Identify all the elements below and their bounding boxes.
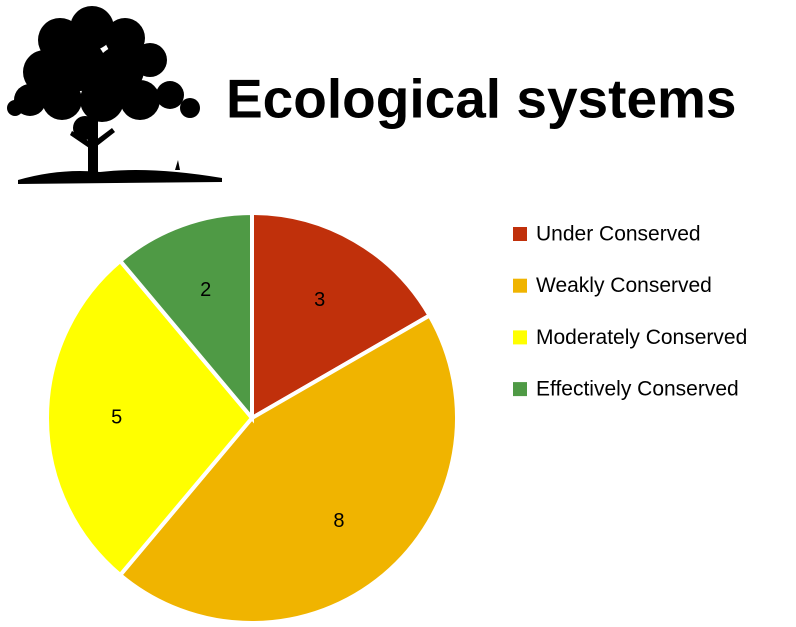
legend-swatch (513, 278, 527, 293)
legend-swatch (513, 330, 527, 345)
pie-slice (117, 312, 459, 625)
data-label: 3 (314, 289, 325, 311)
pie-slice (45, 258, 255, 578)
legend-label: Moderately Conserved (536, 326, 747, 349)
data-label: 5 (111, 406, 122, 428)
pie: 3 8 5 2 (45, 210, 459, 625)
legend-swatch (513, 382, 527, 397)
pie-slice (250, 210, 433, 422)
legend-label: Weakly Conserved (536, 274, 712, 297)
legend: Under Conserved Weakly Conserved Moderatel… (513, 223, 747, 401)
legend-swatch (513, 227, 527, 241)
data-label: 8 (333, 510, 344, 532)
tree-logo (7, 6, 222, 184)
legend-label: Under Conserved (536, 223, 701, 246)
data-label: 2 (200, 279, 211, 301)
pie-slice (117, 210, 254, 424)
chart-title: Ecological systems (226, 68, 737, 130)
legend-label: Effectively Conserved (536, 378, 739, 401)
